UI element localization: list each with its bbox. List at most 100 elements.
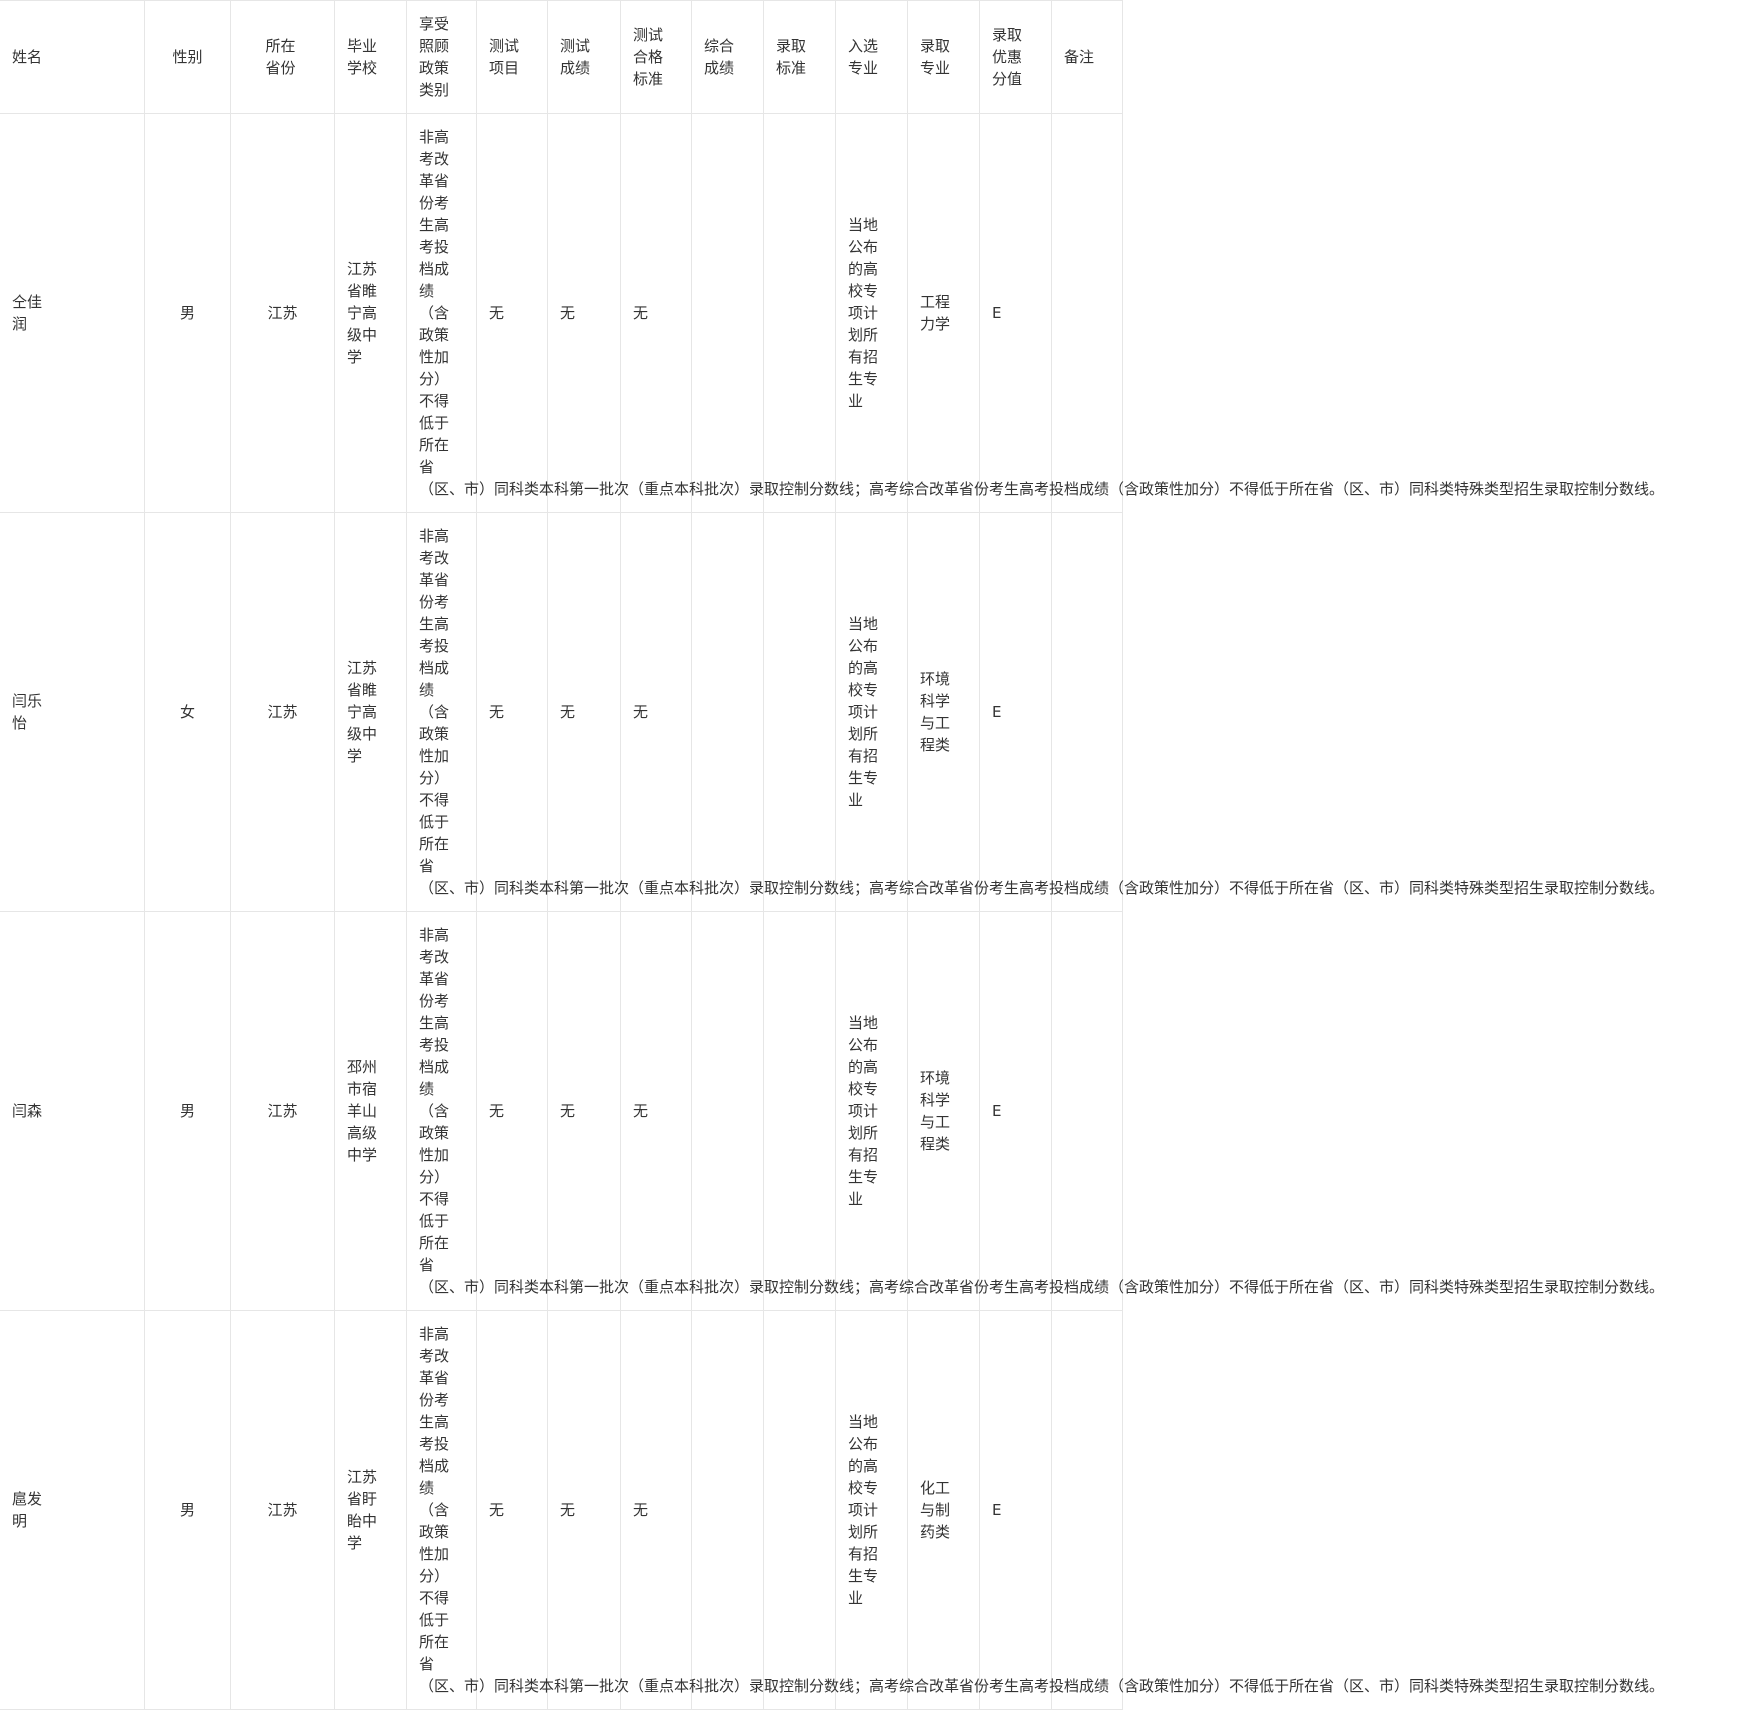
table-cell: 环境科学与工程类 <box>908 912 980 1311</box>
table-cell: 无 <box>621 114 692 513</box>
cell-text: 当地公布的高校专项计划所有招生专业 <box>848 615 879 809</box>
cell-text: E <box>992 304 1002 322</box>
cell-text: 闫森 <box>12 1102 43 1120</box>
cell-text: 非高考改革省份考生高考投档成绩（含政策性加分）不得低于所在省 <box>419 926 450 1274</box>
cell-text: 无 <box>489 1501 505 1519</box>
cell-text: 邳州市宿羊山高级中学 <box>347 1058 378 1164</box>
table-cell: 邳州市宿羊山高级中学 <box>335 912 407 1311</box>
cell-text: 环境科学与工程类 <box>920 1069 951 1153</box>
cell-text: 无 <box>489 304 505 322</box>
table-cell: 化工与制药类 <box>908 1311 980 1710</box>
header-cell: 性别 <box>145 0 231 114</box>
table-cell: 扈发明 <box>0 1311 145 1710</box>
cell-text: 无 <box>560 1501 576 1519</box>
cell-text: 当地公布的高校专项计划所有招生专业 <box>848 1014 879 1208</box>
header-cell: 测试成绩 <box>548 0 621 114</box>
cell-text: 江苏 <box>267 1102 298 1120</box>
cell-text: 仝佳润 <box>12 293 43 333</box>
cell-text: 江苏省盱眙中学 <box>347 1468 378 1552</box>
table-cell <box>764 114 836 513</box>
cell-text: 江苏省睢宁高级中学 <box>347 659 378 765</box>
table-cell <box>692 912 764 1311</box>
cell-text: 无 <box>633 703 649 721</box>
table-cell: 无 <box>548 912 621 1311</box>
table-cell <box>692 114 764 513</box>
cell-text: 备注 <box>1064 48 1095 66</box>
table-cell: 江苏省睢宁高级中学 <box>335 114 407 513</box>
table-cell: 当地公布的高校专项计划所有招生专业 <box>836 513 908 912</box>
cell-text: E <box>992 1102 1002 1120</box>
header-cell: 录取标准 <box>764 0 836 114</box>
table-cell <box>692 1311 764 1710</box>
table-cell: 江苏 <box>231 114 335 513</box>
cell-text: 无 <box>560 1102 576 1120</box>
table-cell <box>1052 912 1123 1311</box>
cell-text: 测试成绩 <box>560 37 591 77</box>
table-cell: 江苏省睢宁高级中学 <box>335 513 407 912</box>
cell-text: 江苏 <box>267 1501 298 1519</box>
cell-text: 录取优惠分值 <box>992 26 1023 88</box>
cell-text: 江苏 <box>267 703 298 721</box>
table-cell: 非高考改革省份考生高考投档成绩（含政策性加分）不得低于所在省 （区、市）同科类本科… <box>407 114 1664 513</box>
cell-text: 女 <box>179 703 195 721</box>
cell-text: 毕业学校 <box>347 37 378 77</box>
header-cell: 毕业学校 <box>335 0 407 114</box>
cell-text: 扈发明 <box>12 1490 43 1530</box>
cell-text: E <box>992 1501 1002 1519</box>
cell-text: 无 <box>489 1102 505 1120</box>
cell-text: （区、市）同科类本科第一批次（重点本科批次）录取控制分数线；高考综合改革省份考生… <box>419 1278 1665 1296</box>
cell-text: （区、市）同科类本科第一批次（重点本科批次）录取控制分数线；高考综合改革省份考生… <box>419 480 1665 498</box>
table-cell: E <box>980 1311 1052 1710</box>
table-cell: 江苏 <box>231 1311 335 1710</box>
table-cell <box>1052 114 1123 513</box>
header-cell: 备注 <box>1052 0 1123 114</box>
cell-text: （区、市）同科类本科第一批次（重点本科批次）录取控制分数线；高考综合改革省份考生… <box>419 879 1665 897</box>
table-cell: 男 <box>145 1311 231 1710</box>
cell-text: 录取标准 <box>776 37 807 77</box>
table-cell: 无 <box>621 912 692 1311</box>
table-cell: 无 <box>477 1311 548 1710</box>
table-cell: 工程力学 <box>908 114 980 513</box>
cell-text: 男 <box>179 1501 195 1519</box>
table-cell: 当地公布的高校专项计划所有招生专业 <box>836 114 908 513</box>
table-cell: 无 <box>548 114 621 513</box>
table-cell: 无 <box>477 912 548 1311</box>
cell-text: 当地公布的高校专项计划所有招生专业 <box>848 1413 879 1607</box>
table-cell: 非高考改革省份考生高考投档成绩（含政策性加分）不得低于所在省 （区、市）同科类本科… <box>407 513 1664 912</box>
table-cell: 闫森 <box>0 912 145 1311</box>
table-cell: 当地公布的高校专项计划所有招生专业 <box>836 1311 908 1710</box>
table-cell: 江苏 <box>231 513 335 912</box>
table-cell: 江苏省盱眙中学 <box>335 1311 407 1710</box>
cell-text: 测试项目 <box>489 37 520 77</box>
table-cell: E <box>980 114 1052 513</box>
cell-text: 当地公布的高校专项计划所有招生专业 <box>848 216 879 410</box>
table-cell: 当地公布的高校专项计划所有招生专业 <box>836 912 908 1311</box>
cell-text: 非高考改革省份考生高考投档成绩（含政策性加分）不得低于所在省 <box>419 1325 450 1673</box>
table-cell <box>692 513 764 912</box>
header-cell: 入选专业 <box>836 0 908 114</box>
cell-text: 江苏 <box>267 304 298 322</box>
cell-text: E <box>992 703 1002 721</box>
table-cell <box>764 513 836 912</box>
cell-text: 综合成绩 <box>704 37 735 77</box>
table-cell: 无 <box>548 513 621 912</box>
table-cell: 无 <box>548 1311 621 1710</box>
table-cell: 无 <box>477 114 548 513</box>
cell-text: 男 <box>179 304 195 322</box>
table-cell: 男 <box>145 114 231 513</box>
header-cell: 测试合格标准 <box>621 0 692 114</box>
table-cell: E <box>980 513 1052 912</box>
cell-text: 工程力学 <box>920 293 951 333</box>
table-cell <box>764 1311 836 1710</box>
table-cell: 闫乐怡 <box>0 513 145 912</box>
table-cell: 江苏 <box>231 912 335 1311</box>
cell-text: 江苏省睢宁高级中学 <box>347 260 378 366</box>
cell-text: 享受照顾政策类别 <box>419 15 450 99</box>
header-cell: 享受照顾政策类别 <box>407 0 477 114</box>
table-cell <box>764 912 836 1311</box>
table-cell: 仝佳润 <box>0 114 145 513</box>
cell-text: 闫乐怡 <box>12 692 43 732</box>
cell-text: 入选专业 <box>848 37 879 77</box>
table-cell: 男 <box>145 912 231 1311</box>
